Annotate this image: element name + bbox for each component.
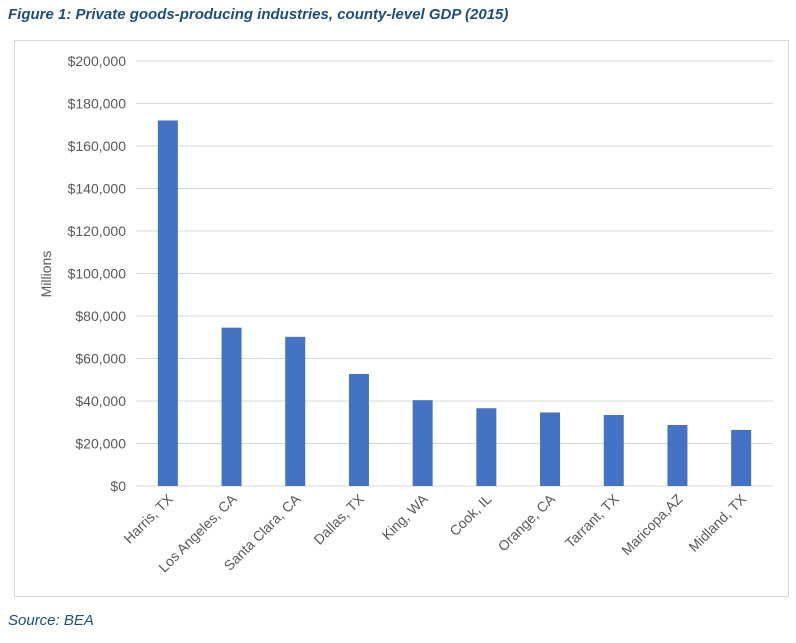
y-tick-label: $80,000 xyxy=(75,308,126,324)
y-tick-label: $20,000 xyxy=(75,436,126,452)
x-tick-label: Midland, TX xyxy=(685,490,749,554)
y-tick-label: $200,000 xyxy=(68,53,127,69)
bar-2 xyxy=(285,336,306,486)
y-tick-label: $160,000 xyxy=(68,138,127,154)
y-tick-label: $0 xyxy=(110,478,126,494)
x-tick-label: Maricopa,AZ xyxy=(618,490,686,558)
y-tick-label: $120,000 xyxy=(68,223,127,239)
source-note: Source: BEA xyxy=(8,612,94,629)
gridlines xyxy=(136,60,773,487)
bar-5 xyxy=(476,408,497,486)
x-tick-label: Orange, CA xyxy=(495,490,559,554)
bar-8 xyxy=(667,425,688,486)
y-tick-label: $40,000 xyxy=(75,393,126,409)
x-tick-label: Cook, IL xyxy=(446,491,494,539)
y-tick-label: $140,000 xyxy=(68,181,127,197)
y-tick-label: $100,000 xyxy=(68,266,127,282)
bar-1 xyxy=(221,327,242,486)
y-tick-label: $180,000 xyxy=(68,96,127,112)
x-tick-label: Tarrant, TX xyxy=(562,490,623,551)
x-tick-label: Harris, TX xyxy=(120,490,176,546)
bar-7 xyxy=(603,415,624,486)
y-axis-label: Millions xyxy=(38,251,54,298)
figure-title: Figure 1: Private goods-producing indust… xyxy=(8,6,509,23)
y-tick-label: $60,000 xyxy=(75,351,126,367)
y-axis-tick-labels: $0 $20,000 $40,000 $60,000 $80,000 $100,000 $1… xyxy=(68,53,127,494)
chart-frame xyxy=(14,40,789,597)
bars xyxy=(157,120,752,486)
x-tick-label: Dallas, TX xyxy=(310,490,367,547)
bar-0 xyxy=(157,120,178,486)
bar-3 xyxy=(348,374,369,486)
bar-4 xyxy=(412,400,433,486)
bar-chart: $0 $20,000 $40,000 $60,000 $80,000 $100,000 $1… xyxy=(38,53,773,575)
bar-9 xyxy=(731,429,752,486)
bar-6 xyxy=(540,412,561,486)
x-tick-label: King, WA xyxy=(379,490,432,543)
